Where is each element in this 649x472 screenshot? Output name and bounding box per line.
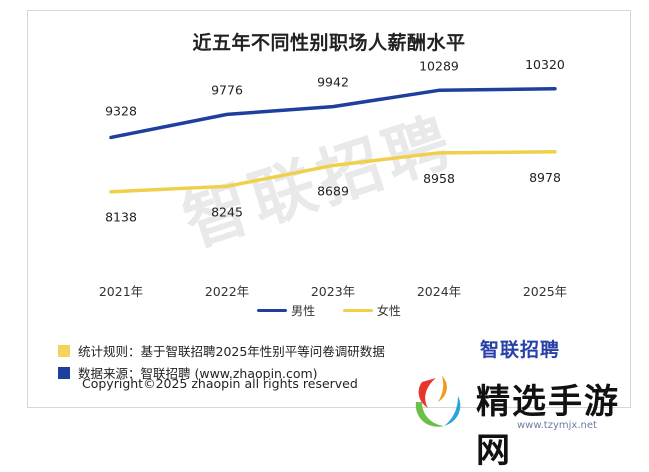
data-label: 8138 bbox=[105, 209, 137, 224]
chart-legend: 男性 女性 bbox=[28, 301, 630, 319]
note-rule: 统计规则：基于智联招聘2025年性别平等问卷调研数据 bbox=[58, 341, 385, 360]
copyright-text: Copyright©2025 zhaopin all rights reserv… bbox=[82, 376, 358, 391]
data-label: 9942 bbox=[317, 75, 349, 90]
source-text: 数据来源：智联招聘 (www.zhaopin.com) bbox=[78, 366, 318, 381]
brand-logo-text: 智联招聘 bbox=[480, 339, 561, 361]
site-url: www.tzymjx.net bbox=[517, 420, 597, 431]
data-label: 9776 bbox=[211, 82, 243, 97]
x-tick-label: 2025年 bbox=[523, 284, 567, 299]
series-line-0 bbox=[109, 86, 557, 140]
data-label: 10320 bbox=[525, 57, 565, 72]
note-source: 数据来源：智联招聘 (www.zhaopin.com) bbox=[58, 363, 318, 382]
chart-title: 近五年不同性别职场人薪酬水平 bbox=[192, 32, 466, 54]
legend-item-female: 女性 bbox=[342, 302, 401, 319]
data-label: 10289 bbox=[419, 58, 459, 73]
x-tick-label: 2022年 bbox=[205, 284, 249, 299]
series-line-1 bbox=[109, 150, 557, 194]
legend-label-female: 女性 bbox=[376, 304, 401, 318]
legend-item-male: 男性 bbox=[257, 302, 315, 319]
legend-swatch-female bbox=[342, 309, 373, 312]
rule-marker bbox=[58, 344, 70, 357]
site-logo-icon bbox=[415, 376, 461, 427]
legend-swatch-male bbox=[257, 309, 288, 312]
line-chart: 2021年 2022年 2023年 2024年 2025年 9328 9776 9942 102… bbox=[99, 57, 567, 299]
x-tick-label: 2021年 bbox=[99, 284, 143, 299]
data-label: 8689 bbox=[317, 183, 349, 198]
data-label: 8958 bbox=[423, 171, 455, 186]
data-label: 8978 bbox=[529, 170, 561, 185]
x-tick-label: 2024年 bbox=[417, 284, 461, 299]
legend-label-male: 男性 bbox=[291, 304, 316, 318]
x-tick-label: 2023年 bbox=[311, 284, 355, 299]
chart-card: 近五年不同性别职场人薪酬水平 智联招聘 2021年 2022年 2023年 2024年… bbox=[27, 10, 631, 408]
rule-text: 统计规则：基于智联招聘2025年性别平等问卷调研数据 bbox=[78, 344, 385, 359]
data-label: 8245 bbox=[211, 204, 243, 219]
data-label: 9328 bbox=[105, 103, 137, 118]
source-marker bbox=[58, 366, 70, 379]
